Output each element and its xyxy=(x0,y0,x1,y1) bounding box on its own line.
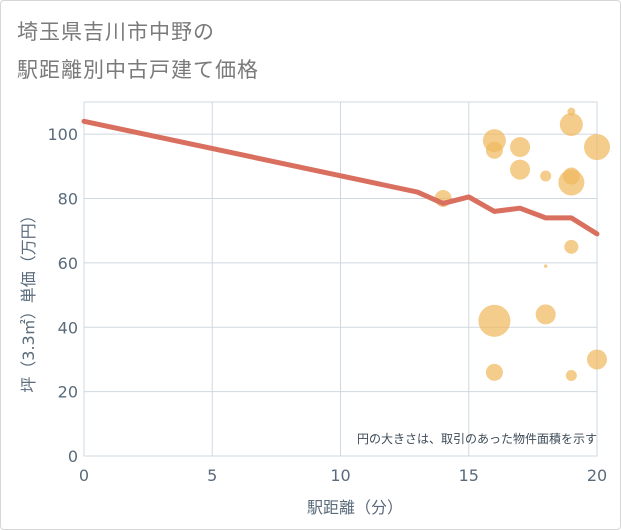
data-bubble xyxy=(565,370,577,382)
x-axis-label: 駅距離（分） xyxy=(307,498,403,517)
bubble-size-note: 円の大きさは、取引のあった物件面積を示す xyxy=(357,431,597,446)
y-tick-label: 80 xyxy=(58,190,78,209)
data-bubble xyxy=(543,264,548,268)
data-bubble xyxy=(485,141,503,159)
data-bubble xyxy=(564,239,579,254)
data-bubble xyxy=(558,169,585,196)
y-tick-label: 40 xyxy=(58,318,78,337)
y-tick-label: 100 xyxy=(47,125,78,144)
data-bubble xyxy=(510,159,531,180)
y-tick-label: 60 xyxy=(58,254,78,273)
y-tick-label: 20 xyxy=(58,383,78,402)
data-bubble xyxy=(485,363,503,381)
chart-title-line-1: 埼玉県吉川市中野の xyxy=(17,20,215,44)
x-tick-label: 0 xyxy=(79,466,89,485)
x-tick-label: 10 xyxy=(330,466,350,485)
x-tick-label: 20 xyxy=(587,466,607,485)
chart-title-line-2: 駅距離別中古戸建て価格 xyxy=(17,58,259,82)
data-bubble xyxy=(540,170,552,182)
data-bubble xyxy=(510,137,531,158)
y-tick-label: 0 xyxy=(68,447,78,466)
x-tick-label: 15 xyxy=(459,466,479,485)
data-bubble xyxy=(535,304,556,325)
data-bubble xyxy=(584,134,610,161)
y-axis-label: 坪（3.3㎡）単価（万円） xyxy=(19,207,38,392)
x-tick-label: 5 xyxy=(207,466,217,485)
data-bubble xyxy=(587,349,607,370)
price-trend-line xyxy=(81,118,600,237)
data-bubble xyxy=(478,304,511,337)
data-bubble xyxy=(559,113,583,137)
